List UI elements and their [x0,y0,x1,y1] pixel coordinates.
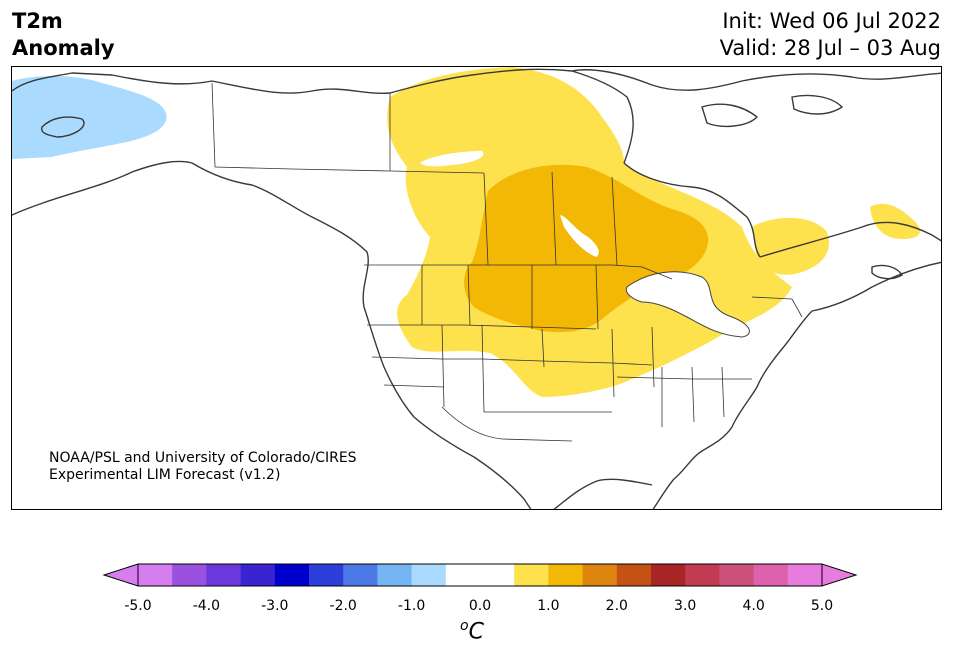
colorbar-segment [548,564,584,586]
colorbar-tick-label: 1.0 [537,598,560,614]
colorbar-segment [787,564,823,586]
init-date: Init: Wed 06 Jul 2022 [722,9,941,33]
anomaly-alaska-cold [12,76,167,159]
colorbar-segment [685,564,720,586]
colorbar-tick-label: 5.0 [810,598,834,614]
colorbar-segment [582,564,618,586]
colorbar-segment [138,564,173,586]
colorbar-segment [274,564,310,586]
credit-line-1: NOAA/PSL and University of Colorado/CIRE… [49,450,357,466]
colorbar-segment [172,564,207,586]
colorbar-high-extend [821,563,858,587]
colorbar-tick-label: 3.0 [674,598,697,614]
colorbar-segment [445,564,481,586]
colorbar-tick-label: 0.0 [468,598,492,614]
great-lakes [625,271,750,338]
colorbar-tick-label: 4.0 [742,598,765,614]
political-boundaries [211,82,803,442]
colorbar-unit: oC [460,618,484,644]
coastlines [12,68,941,509]
lake-winnipeg-gap [560,215,599,257]
forecast-dates: Init: Wed 06 Jul 2022 Valid: 28 Jul – 03… [720,8,941,62]
colorbar [102,563,858,587]
colorbar-segment [309,564,344,586]
colorbar-segment [240,564,276,586]
colorbar-segment [514,564,549,586]
map-title: T2m Anomaly [12,8,115,62]
colorbar-segment [377,564,413,586]
colorbar-segment [411,564,447,586]
colorbar-low-extend [102,563,139,587]
anomaly-warm-labrador [870,203,921,239]
colorbar-tick-label: -4.0 [192,598,221,614]
colorbar-tick-label: -1.0 [397,598,426,614]
colorbar-tick-label: 2.0 [605,598,628,614]
colorbar-segment [719,564,755,586]
colorbar-tick-label: -2.0 [329,598,357,614]
map-svg [12,67,941,509]
colorbar-segment [343,564,378,586]
anomaly-warm-quebec [752,217,830,275]
colorbar-segment [616,564,652,586]
colorbar-segment [480,564,515,586]
colorbar-segment [206,564,242,586]
valid-date: Valid: 28 Jul – 03 Aug [719,36,941,60]
colorbar-ticks: -5.0 -4.0 -3.0 -2.0 -1.0 0.0 1.0 2.0 3.0 4.0 5.0 [0,598,953,618]
hudson-gap [420,151,484,167]
colorbar-segment [753,564,789,586]
unit-degree-sign: o [460,618,469,634]
title-line-1: T2m [12,9,63,33]
colorbar-border [137,563,823,587]
colorbar-segment [651,564,686,586]
colorbar-tick-label: -5.0 [124,598,152,614]
unit-letter: C [468,619,484,645]
anomaly-map [11,66,942,510]
credit-line-2: Experimental LIM Forecast (v1.2) [49,467,281,483]
title-line-2: Anomaly [12,36,115,60]
credit-text: NOAA/PSL and University of Colorado/CIRE… [49,450,357,484]
colorbar-tick-label: -3.0 [261,598,289,614]
